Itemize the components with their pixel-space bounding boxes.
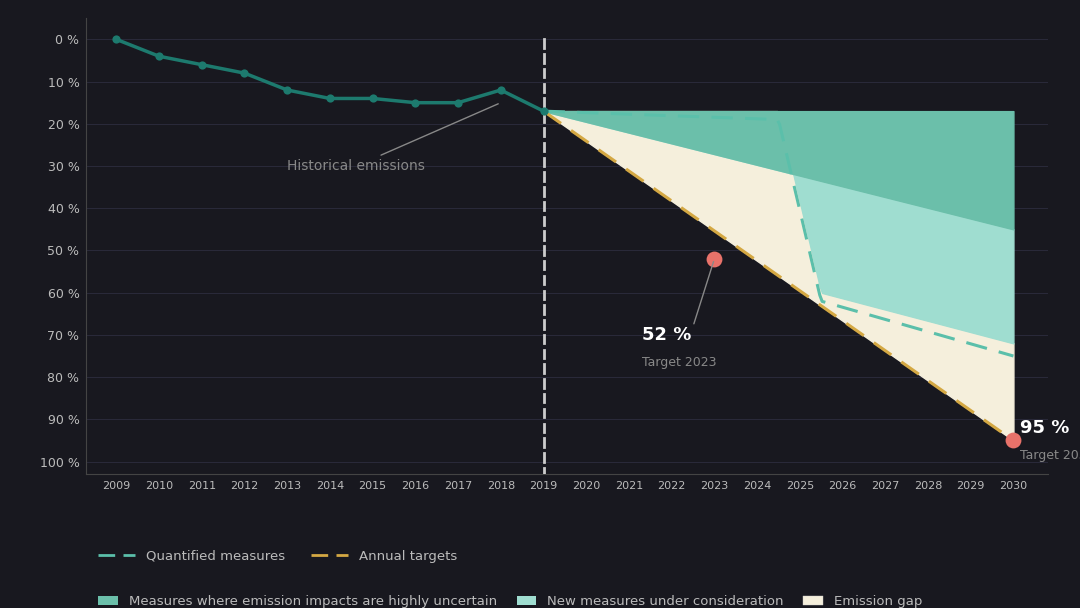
Point <box>108 35 125 44</box>
Point <box>235 68 253 78</box>
Point <box>321 94 338 103</box>
Text: Target 2030: Target 2030 <box>1020 449 1080 462</box>
Point <box>1004 435 1022 445</box>
Text: 95 %: 95 % <box>1020 419 1069 437</box>
Legend: Measures where emission impacts are highly uncertain, New measures under conside: Measures where emission impacts are high… <box>93 590 927 608</box>
Point <box>705 254 723 264</box>
Point <box>449 98 467 108</box>
Point <box>492 85 510 95</box>
Point <box>535 106 552 116</box>
Point <box>193 60 211 69</box>
Text: Target 2023: Target 2023 <box>642 356 716 369</box>
Point <box>150 52 167 61</box>
Point <box>279 85 296 95</box>
Point <box>364 94 381 103</box>
Text: Historical emissions: Historical emissions <box>287 104 498 173</box>
Point <box>407 98 424 108</box>
Text: 52 %: 52 % <box>642 326 691 345</box>
